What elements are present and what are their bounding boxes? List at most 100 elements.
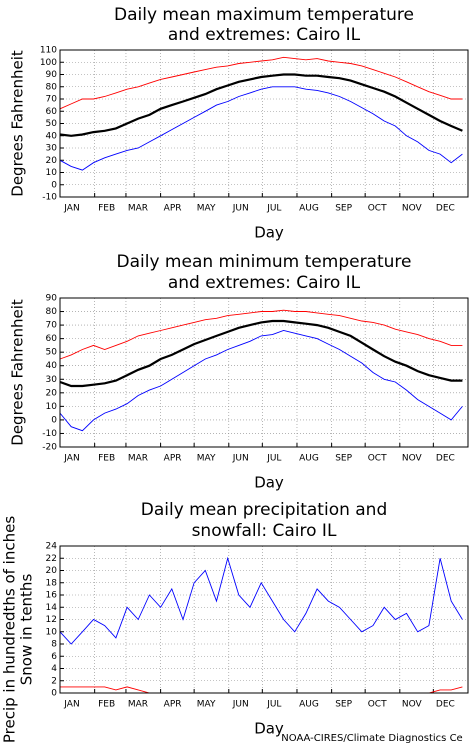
- x-tick-label: APR: [164, 204, 182, 214]
- y-tick-label: 40: [46, 361, 58, 371]
- plot-frame: [59, 297, 469, 448]
- y-tick-label: -20: [42, 443, 57, 453]
- y-tick-label: -10: [42, 429, 57, 439]
- y-tick-label: 90: [46, 70, 58, 80]
- y-tick-label: 4: [51, 664, 57, 674]
- x-tick-label: JUL: [266, 204, 281, 214]
- plot-frame: [59, 49, 469, 198]
- y-tick-label: 30: [46, 375, 58, 385]
- y-tick-label: 10: [46, 168, 58, 178]
- data-line: [59, 73, 463, 137]
- x-tick-label: FEB: [98, 454, 115, 464]
- x-tick-label: JUL: [266, 454, 281, 464]
- y-tick-label: 6: [51, 652, 57, 662]
- x-axis-label: Day: [254, 474, 284, 492]
- x-tick-label: NOV: [402, 454, 423, 464]
- x-tick-label: JUN: [232, 700, 249, 710]
- x-tick-label: AUG: [299, 204, 319, 214]
- x-axis-label: Day: [254, 720, 284, 738]
- data-line: [59, 556, 463, 645]
- data-line: [59, 319, 463, 388]
- x-tick-label: DEC: [436, 700, 455, 710]
- y-tick-label: 80: [46, 82, 58, 92]
- x-tick-label: OCT: [368, 700, 387, 710]
- y-tick-label: 20: [46, 388, 58, 398]
- x-tick-label: FEB: [98, 204, 115, 214]
- y-tick-label: 60: [46, 107, 58, 117]
- y-tick-label: 60: [46, 334, 58, 344]
- y-tick-label: 10: [46, 402, 58, 412]
- plot-frame: [59, 545, 469, 694]
- data-line: [59, 86, 463, 171]
- y-tick-label: 0: [51, 689, 57, 699]
- y-tick-label: 40: [46, 131, 58, 141]
- y-tick-label: 10: [46, 627, 58, 637]
- x-tick-label: OCT: [368, 204, 387, 214]
- chart-title: Daily mean precipitation and: [141, 500, 388, 520]
- y-tick-label: 22: [46, 554, 57, 564]
- y-tick-label: 18: [46, 578, 58, 588]
- y-tick-label: 2: [51, 676, 57, 686]
- y-tick-label: 8: [51, 640, 57, 650]
- x-tick-label: JAN: [63, 454, 79, 464]
- x-tick-label: JAN: [63, 700, 79, 710]
- y-tick-label: 70: [46, 95, 58, 105]
- x-tick-label: JAN: [63, 204, 79, 214]
- y-tick-label: 80: [46, 307, 58, 317]
- x-tick-label: AUG: [299, 454, 319, 464]
- x-axis-label: Day: [254, 224, 284, 242]
- x-tick-label: APR: [164, 454, 182, 464]
- x-tick-label: DEC: [436, 454, 455, 464]
- x-tick-label: APR: [164, 700, 182, 710]
- x-tick-label: MAY: [197, 700, 216, 710]
- y-tick-label: 0: [51, 180, 57, 190]
- x-tick-label: JUN: [232, 454, 249, 464]
- plot-area: [60, 298, 468, 447]
- data-line: [59, 330, 463, 432]
- footer: NOAA-CIRES/Climate Diagnostics Ce: [281, 733, 462, 744]
- y-axis-label: Degrees Fahrenheit: [9, 50, 27, 197]
- x-tick-label: MAY: [197, 204, 216, 214]
- y-tick-label: 16: [46, 591, 58, 601]
- y-tick-label: 24: [46, 542, 58, 552]
- y-tick-label: 30: [46, 144, 58, 154]
- chart-subtitle: snowfall: Cairo IL: [192, 521, 337, 541]
- x-tick-label: OCT: [368, 454, 387, 464]
- x-tick-label: MAR: [128, 204, 148, 214]
- y-tick-label: 12: [46, 615, 57, 625]
- y-axis-label: Precip in hundredths of inches: [1, 516, 19, 743]
- data-line: [59, 309, 463, 360]
- chart-subtitle: and extremes: Cairo IL: [168, 273, 361, 293]
- x-tick-label: MAY: [197, 454, 216, 464]
- y-tick-label: 110: [40, 46, 57, 56]
- x-tick-label: JUN: [232, 204, 249, 214]
- x-tick-label: SEP: [335, 204, 352, 214]
- x-tick-label: JUL: [266, 700, 281, 710]
- x-tick-label: DEC: [436, 204, 455, 214]
- x-tick-label: NOV: [402, 204, 423, 214]
- x-tick-label: MAR: [128, 454, 148, 464]
- x-tick-label: FEB: [98, 700, 115, 710]
- chart-title: Daily mean maximum temperature: [114, 5, 414, 25]
- chart-subtitle: and extremes: Cairo IL: [168, 25, 361, 45]
- data-line: [59, 56, 463, 110]
- y-axis-label: Snow in tenths: [18, 574, 36, 686]
- x-tick-label: MAR: [128, 700, 148, 710]
- x-tick-label: AUG: [299, 700, 319, 710]
- y-tick-label: 90: [46, 294, 58, 304]
- x-tick-label: SEP: [335, 700, 352, 710]
- x-tick-label: NOV: [402, 700, 423, 710]
- y-tick-label: 14: [46, 603, 58, 613]
- y-tick-label: 20: [46, 156, 58, 166]
- y-tick-label: 0: [51, 415, 57, 425]
- chart-title: Daily mean minimum temperature: [117, 252, 412, 272]
- y-axis-label: Degrees Fahrenheit: [9, 299, 27, 446]
- y-tick-label: 20: [46, 566, 58, 576]
- y-tick-label: -10: [42, 193, 57, 203]
- y-tick-label: 100: [40, 58, 57, 68]
- y-tick-label: 70: [46, 321, 58, 331]
- y-tick-label: 50: [46, 119, 58, 129]
- y-tick-label: 50: [46, 348, 58, 358]
- x-tick-label: SEP: [335, 454, 352, 464]
